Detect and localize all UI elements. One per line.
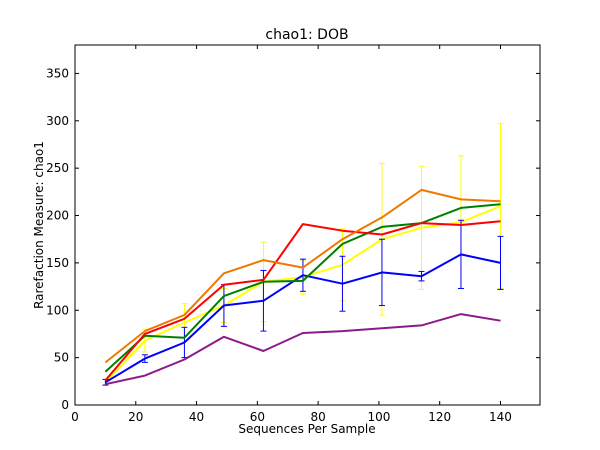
x-tick-label: 0	[71, 410, 79, 424]
series-line	[104, 188, 501, 364]
plot-area	[102, 123, 504, 386]
y-axis-title: Rarefaction Measure: chao1	[32, 141, 46, 309]
series-line	[105, 313, 501, 386]
axis-ticks: 0 20 40 60 80 100 120 140 0 50 100 150 200 250 300 350	[46, 45, 540, 424]
x-tick-label: 60	[250, 410, 265, 424]
y-tick-label: 50	[54, 351, 69, 365]
series-line	[104, 253, 501, 384]
series-line	[104, 220, 501, 382]
x-axis-title: Sequences Per Sample	[238, 422, 375, 436]
series-3	[104, 220, 501, 382]
x-tick-label: 100	[367, 410, 390, 424]
y-tick-label: 350	[46, 66, 69, 80]
x-tick-label: 40	[189, 410, 204, 424]
y-tick-label: 250	[46, 161, 69, 175]
x-tick-label: 20	[128, 410, 143, 424]
series-0	[102, 123, 504, 386]
y-tick-label: 0	[61, 398, 69, 412]
series-2	[104, 203, 501, 373]
plot-frame	[74, 44, 541, 406]
x-tick-label: 80	[310, 410, 325, 424]
series-5	[105, 313, 501, 386]
series-4	[104, 188, 501, 364]
y-tick-label: 100	[46, 303, 69, 317]
y-tick-label: 300	[46, 114, 69, 128]
x-tick-label: 120	[428, 410, 451, 424]
series-1	[102, 219, 504, 386]
chart-title: chao1: DOB	[265, 27, 348, 43]
x-tick-label: 140	[489, 410, 512, 424]
y-tick-label: 200	[46, 209, 69, 223]
y-tick-label: 150	[46, 256, 69, 270]
series-line	[104, 203, 501, 373]
